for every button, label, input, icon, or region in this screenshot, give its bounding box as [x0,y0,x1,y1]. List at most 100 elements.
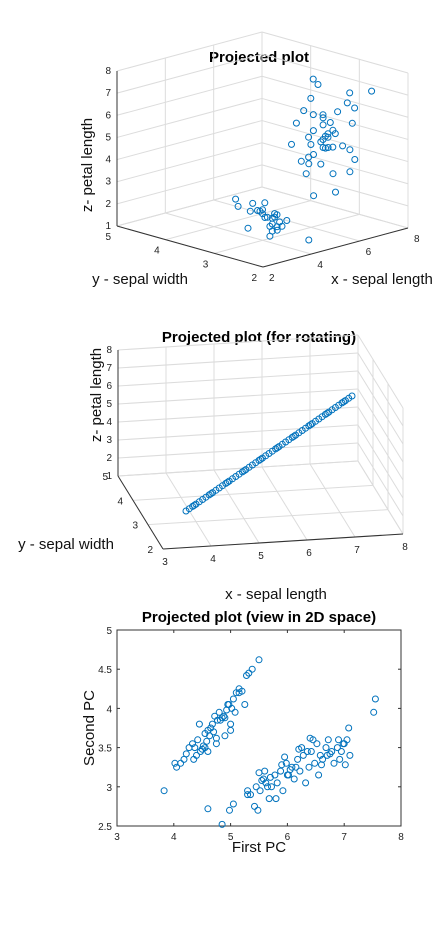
data-point [346,168,354,176]
grid-line [261,31,409,74]
y-tick-label: 2.5 [98,822,112,833]
grid-line [116,75,263,116]
x-tick-label: 5 [258,551,264,562]
data-point [244,791,252,799]
data-point [314,81,322,88]
y-axis-line [116,225,264,268]
chart-2-title: Projected plot (for rotating) [162,329,356,346]
data-point [309,111,317,119]
chart-2-xlabel: x - sepal length [225,586,327,603]
data-point [288,140,295,148]
grid-line [117,442,359,459]
data-point [206,732,214,740]
grid-line [117,424,359,441]
y-tick-label: 2 [251,273,257,284]
y-tick-label: 3.5 [98,744,112,755]
data-point [229,800,237,808]
data-point [261,199,269,207]
data-point [317,160,325,168]
x-axis-line [162,533,404,550]
grid-line [117,334,359,351]
data-point [221,732,229,740]
data-point [266,232,274,240]
data-point [251,802,258,810]
data-point [261,767,269,775]
x-tick-label: 4 [317,260,323,271]
data-point [324,133,332,141]
grid-line [261,120,409,163]
data-point [173,763,181,771]
data-point [305,133,313,141]
data-point [346,751,354,759]
data-point [334,108,342,116]
grid-line [261,53,409,96]
x-tick-label: 3 [162,557,168,568]
data-point [256,787,264,795]
data-point [316,751,324,759]
data-point [266,773,274,781]
data-point [348,392,356,400]
data-point [235,689,243,697]
data-point [290,775,298,783]
data-point [302,779,310,787]
data-point [271,210,279,218]
data-point [218,820,226,828]
grid-line [357,388,404,463]
data-point [199,742,207,750]
y-tick-label: 3 [132,521,138,532]
data-point [204,805,212,813]
data-point [228,704,236,712]
data-point [229,695,237,703]
data-point [227,726,235,734]
data-point [299,751,307,759]
data-point [341,761,349,769]
chart-3-ylabel: Second PC [81,690,98,766]
data-point [309,75,317,83]
z-tick-label: 5 [105,132,111,143]
grid-line [357,442,404,517]
grid-line [261,142,409,185]
data-point [309,127,317,135]
y-tick-label: 4 [117,496,123,507]
data-point [259,206,266,214]
data-point [160,787,168,795]
grid-line [117,406,359,423]
grid-line [117,388,359,405]
data-point [317,138,325,146]
data-point [340,398,348,406]
data-point [368,87,376,95]
data-point [306,734,314,742]
data-point [273,223,281,231]
data-point [305,236,313,244]
data-point [204,748,212,755]
data-point [290,432,298,440]
z-tick-label: 2 [105,199,111,210]
z-tick-label: 8 [105,66,111,77]
data-point [255,769,263,777]
data-point [257,455,265,463]
grid-line [261,97,409,140]
grid-line [132,484,374,501]
x-tick-label: 8 [402,542,408,553]
data-point [203,737,211,745]
z-tick-label: 6 [106,381,112,392]
data-point [189,740,196,748]
data-point [255,656,263,664]
y-tick-label: 4.5 [98,665,112,676]
data-point [322,744,330,752]
data-point [283,217,291,224]
data-point [315,771,323,779]
data-point [282,759,290,767]
data-point [313,740,321,748]
grid-line [261,466,308,541]
x-axis-line [262,227,409,268]
data-point [216,716,224,724]
data-point [348,119,356,127]
data-point [343,99,351,107]
chart-2-grid [117,334,404,550]
data-point [305,763,313,771]
grid-line [357,370,404,445]
data-point [263,213,271,221]
data-point [252,783,260,791]
x-tick-label: 7 [354,545,360,556]
